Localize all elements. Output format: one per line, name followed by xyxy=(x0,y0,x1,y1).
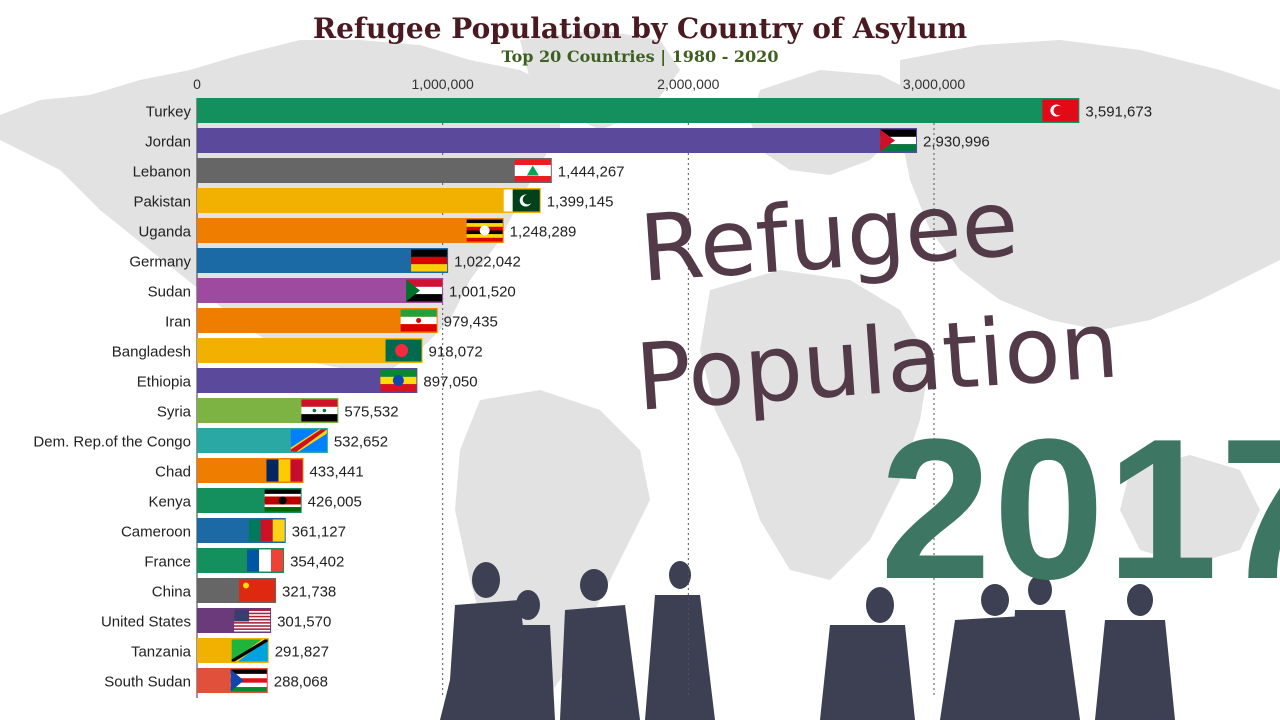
value-label: 291,827 xyxy=(275,644,329,661)
x-tick-label: 0 xyxy=(193,76,201,92)
usa-flag-icon xyxy=(234,609,271,632)
x-tick-label: 1,000,000 xyxy=(412,76,474,92)
country-label: Sudan xyxy=(148,284,191,301)
refugee-silhouettes xyxy=(440,561,1175,720)
bar-iran xyxy=(197,308,438,333)
pakistan-flag-icon xyxy=(503,189,540,212)
bar-sudan xyxy=(197,278,444,303)
syria-flag-icon xyxy=(301,399,338,422)
iran-flag-icon xyxy=(400,309,437,332)
country-label: Iran xyxy=(165,314,191,331)
china-flag-icon xyxy=(239,579,276,602)
bar-pakistan xyxy=(197,188,541,213)
bar-uganda xyxy=(197,218,504,243)
country-label: Turkey xyxy=(146,104,192,121)
country-label: Jordan xyxy=(145,134,191,151)
country-label: Germany xyxy=(129,254,191,271)
country-label: Pakistan xyxy=(133,194,191,211)
chart-subtitle: Top 20 Countries | 1980 - 2020 xyxy=(501,47,779,66)
drc-flag-icon xyxy=(290,429,327,452)
country-label: Lebanon xyxy=(133,164,191,181)
value-label: 3,591,673 xyxy=(1085,104,1152,121)
value-label: 321,738 xyxy=(282,584,336,601)
x-tick-label: 3,000,000 xyxy=(903,76,965,92)
country-label: Syria xyxy=(157,404,192,421)
value-label: 1,444,267 xyxy=(558,164,625,181)
country-label: Chad xyxy=(155,464,191,481)
x-tick-label: 2,000,000 xyxy=(657,76,719,92)
country-label: Kenya xyxy=(148,494,191,511)
country-label: China xyxy=(152,584,192,601)
chad-flag-icon xyxy=(266,459,303,482)
country-label: Cameroon xyxy=(121,524,191,541)
country-label: Dem. Rep.of the Congo xyxy=(33,434,191,451)
bar-jordan xyxy=(197,128,918,153)
sudan-flag-icon xyxy=(406,279,443,302)
value-label: 426,005 xyxy=(308,494,362,511)
bar-turkey xyxy=(197,98,1080,123)
turkey-flag-icon xyxy=(1042,99,1079,122)
bar-germany xyxy=(197,248,449,273)
value-label: 1,001,520 xyxy=(449,284,516,301)
kenya-flag-icon xyxy=(264,489,301,512)
cameroon-flag-icon xyxy=(248,519,285,542)
value-label: 897,050 xyxy=(423,374,477,391)
value-label: 354,402 xyxy=(290,554,344,571)
country-label: South Sudan xyxy=(104,674,191,691)
south-sudan-flag-icon xyxy=(230,669,267,692)
country-label: Tanzania xyxy=(131,644,192,661)
bar-lebanon xyxy=(197,158,552,183)
year-label: 2017 xyxy=(880,398,1280,621)
country-label: United States xyxy=(101,614,191,631)
value-label: 979,435 xyxy=(444,314,498,331)
value-label: 575,532 xyxy=(344,404,398,421)
value-label: 361,127 xyxy=(292,524,346,541)
value-label: 1,399,145 xyxy=(547,194,614,211)
value-label: 532,652 xyxy=(334,434,388,451)
value-label: 288,068 xyxy=(274,674,328,691)
germany-flag-icon xyxy=(411,249,448,272)
value-label: 918,072 xyxy=(429,344,483,361)
value-label: 301,570 xyxy=(277,614,331,631)
value-label: 2,930,996 xyxy=(923,134,990,151)
bangladesh-flag-icon xyxy=(385,339,422,362)
country-label: Uganda xyxy=(138,224,191,241)
ethiopia-flag-icon xyxy=(380,369,417,392)
value-label: 1,248,289 xyxy=(510,224,577,241)
lebanon-flag-icon xyxy=(514,159,551,182)
tanzania-flag-icon xyxy=(231,639,268,662)
chart-title: Refugee Population by Country of Asylum xyxy=(312,12,968,45)
jordan-flag-icon xyxy=(880,129,917,152)
uganda-flag-icon xyxy=(466,219,503,242)
value-label: 1,022,042 xyxy=(454,254,521,271)
value-label: 433,441 xyxy=(309,464,363,481)
bar-bangladesh xyxy=(197,338,423,363)
country-label: France xyxy=(144,554,191,571)
france-flag-icon xyxy=(247,549,284,572)
country-label: Bangladesh xyxy=(112,344,191,361)
country-label: Ethiopia xyxy=(137,374,192,391)
